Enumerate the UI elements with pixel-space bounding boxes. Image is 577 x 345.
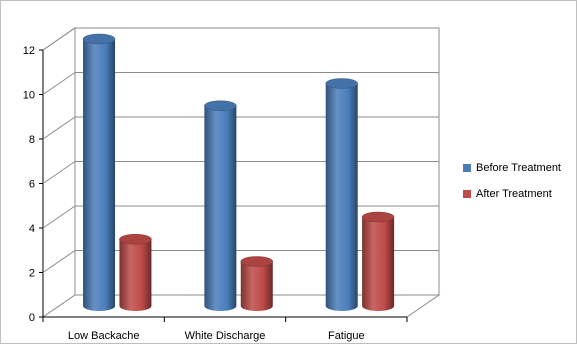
- bar-body: [83, 39, 116, 311]
- legend-label-after: After Treatment: [476, 188, 552, 200]
- gridline-side: [42, 116, 76, 140]
- y-tick-label: 6: [29, 179, 35, 191]
- bar-top: [361, 211, 395, 223]
- gridline-side: [42, 72, 76, 95]
- bar-after-low-backache: [119, 234, 152, 311]
- bar-body: [240, 261, 273, 311]
- y-tick-label: 4: [29, 223, 35, 235]
- bar-top: [240, 256, 274, 267]
- bar-body: [325, 83, 358, 311]
- legend-swatch-before: [463, 164, 471, 172]
- gridline-side: [42, 27, 76, 51]
- bar-after-white-discharge: [240, 256, 274, 311]
- legend-item-after: After Treatment: [463, 187, 561, 201]
- legend-swatch-after: [463, 190, 471, 198]
- bar-before-fatigue: [325, 78, 358, 311]
- y-tick-label: 2: [29, 268, 35, 280]
- gridline-side: [42, 161, 76, 184]
- legend-label-before: Before Treatment: [476, 162, 561, 174]
- bar-top: [325, 78, 358, 89]
- y-tick-label: 10: [23, 90, 35, 102]
- y-tick-label: 12: [23, 45, 35, 57]
- bar-top: [119, 234, 152, 245]
- bar-top: [82, 33, 116, 45]
- bar-body: [204, 105, 237, 311]
- gridline-side: [42, 205, 76, 229]
- y-tick-label: 0: [29, 312, 35, 324]
- x-tick-label: White Discharge: [185, 330, 266, 342]
- legend: Before Treatment After Treatment: [463, 161, 561, 213]
- y-tick-label: 8: [29, 134, 35, 146]
- bar-before-white-discharge: [204, 100, 237, 311]
- gridline-side: [42, 250, 76, 273]
- bar-after-fatigue: [361, 211, 395, 311]
- bar-body: [119, 239, 152, 311]
- legend-item-before: Before Treatment: [463, 161, 561, 175]
- bar-top: [204, 100, 237, 111]
- bar-before-low-backache: [82, 33, 116, 311]
- x-tick-label: Low Backache: [68, 330, 140, 342]
- x-tick-label: Fatigue: [328, 330, 365, 342]
- bar-body: [362, 217, 395, 311]
